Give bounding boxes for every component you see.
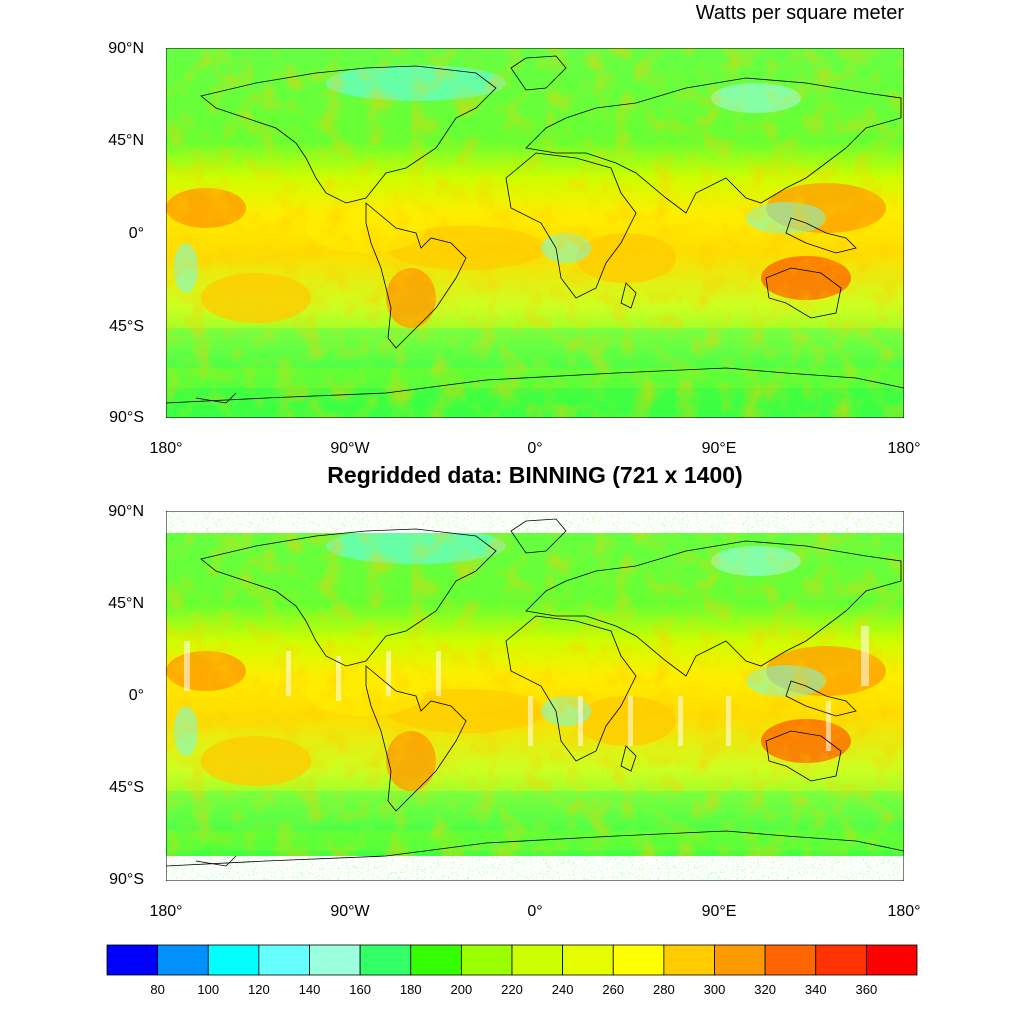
colorbar-label: 80 bbox=[150, 982, 165, 997]
swath-gaps bbox=[184, 626, 869, 751]
units-label: Watts per square meter bbox=[695, 2, 904, 24]
colorbar-label: 260 bbox=[602, 982, 625, 997]
colorbar-label: 240 bbox=[551, 982, 574, 997]
lat-tick-90n: 90°N bbox=[108, 503, 144, 520]
lon-tick-0: 0° bbox=[527, 903, 543, 920]
colorbar-label: 180 bbox=[399, 982, 422, 997]
colorbar-label: 140 bbox=[298, 982, 321, 997]
colorbar-label: 160 bbox=[349, 982, 371, 997]
colorbar-label: 340 bbox=[804, 982, 827, 997]
colorbar-swatch bbox=[612, 944, 665, 976]
colorbar-label: 200 bbox=[450, 982, 473, 997]
colorbar-swatch bbox=[207, 944, 260, 976]
lon-tick-0: 0° bbox=[527, 440, 543, 457]
polar-speckle-north bbox=[166, 511, 904, 533]
colorbar-swatch bbox=[460, 944, 513, 976]
colorbar-label: 360 bbox=[855, 982, 878, 997]
colorbar-swatch bbox=[663, 944, 715, 976]
lat-tick-45s: 45°S bbox=[109, 318, 144, 335]
colorbar-swatch bbox=[410, 944, 462, 976]
colorbar-label: 120 bbox=[248, 982, 270, 997]
coastlines bbox=[166, 55, 904, 404]
colorbar-label: 220 bbox=[501, 982, 523, 997]
colorbar-swatch bbox=[865, 944, 918, 976]
lat-tick-90n: 90°N bbox=[108, 40, 144, 57]
colorbar-swatch bbox=[309, 944, 361, 976]
colorbar-label: 100 bbox=[197, 982, 220, 997]
lat-tick-90s: 90°S bbox=[109, 409, 144, 426]
colorbar-swatch bbox=[106, 944, 159, 976]
colorbar-swatch bbox=[258, 944, 310, 976]
lat-tick-0: 0° bbox=[128, 225, 144, 242]
lon-tick-90w: 90°W bbox=[330, 903, 370, 920]
colorbar-swatch bbox=[157, 944, 209, 976]
colorbar-swatch bbox=[815, 944, 867, 976]
panel2-title: Regridded data: BINNING (721 x 1400) bbox=[327, 462, 743, 488]
map-panel-original bbox=[166, 48, 904, 418]
lat-tick-45n: 45°N bbox=[108, 595, 144, 612]
colorbar bbox=[106, 944, 918, 976]
lon-tick-180e: 180° bbox=[887, 440, 921, 457]
colorbar-swatch bbox=[764, 944, 817, 976]
colorbar-swatch bbox=[714, 944, 766, 976]
colorbar-label: 320 bbox=[754, 982, 776, 997]
colorbar-swatch bbox=[562, 944, 614, 976]
polar-speckle-south bbox=[166, 856, 904, 881]
lon-tick-90e: 90°E bbox=[701, 440, 737, 457]
lat-tick-45s: 45°S bbox=[109, 779, 144, 796]
texture-overlay bbox=[166, 511, 904, 881]
lat-tick-0: 0° bbox=[128, 687, 144, 704]
lon-tick-180w: 180° bbox=[149, 903, 183, 920]
colorbar-label: 300 bbox=[703, 982, 726, 997]
lon-tick-180e: 180° bbox=[887, 903, 921, 920]
map-panel-regridded bbox=[166, 511, 904, 881]
colorbar-swatch bbox=[511, 944, 564, 976]
colorbar-swatch bbox=[359, 944, 412, 976]
coastlines bbox=[166, 518, 904, 867]
texture-overlay bbox=[166, 48, 904, 418]
colorbar-label: 280 bbox=[653, 982, 675, 997]
colorbar-labels: 80 100 120 140 160 180 200 220 240 260 280 300 320 34… bbox=[106, 982, 918, 1002]
lat-tick-90s: 90°S bbox=[109, 871, 144, 888]
lon-tick-90e: 90°E bbox=[701, 903, 737, 920]
lat-tick-45n: 45°N bbox=[108, 132, 144, 149]
lon-tick-90w: 90°W bbox=[330, 440, 370, 457]
lon-tick-180w: 180° bbox=[149, 440, 183, 457]
